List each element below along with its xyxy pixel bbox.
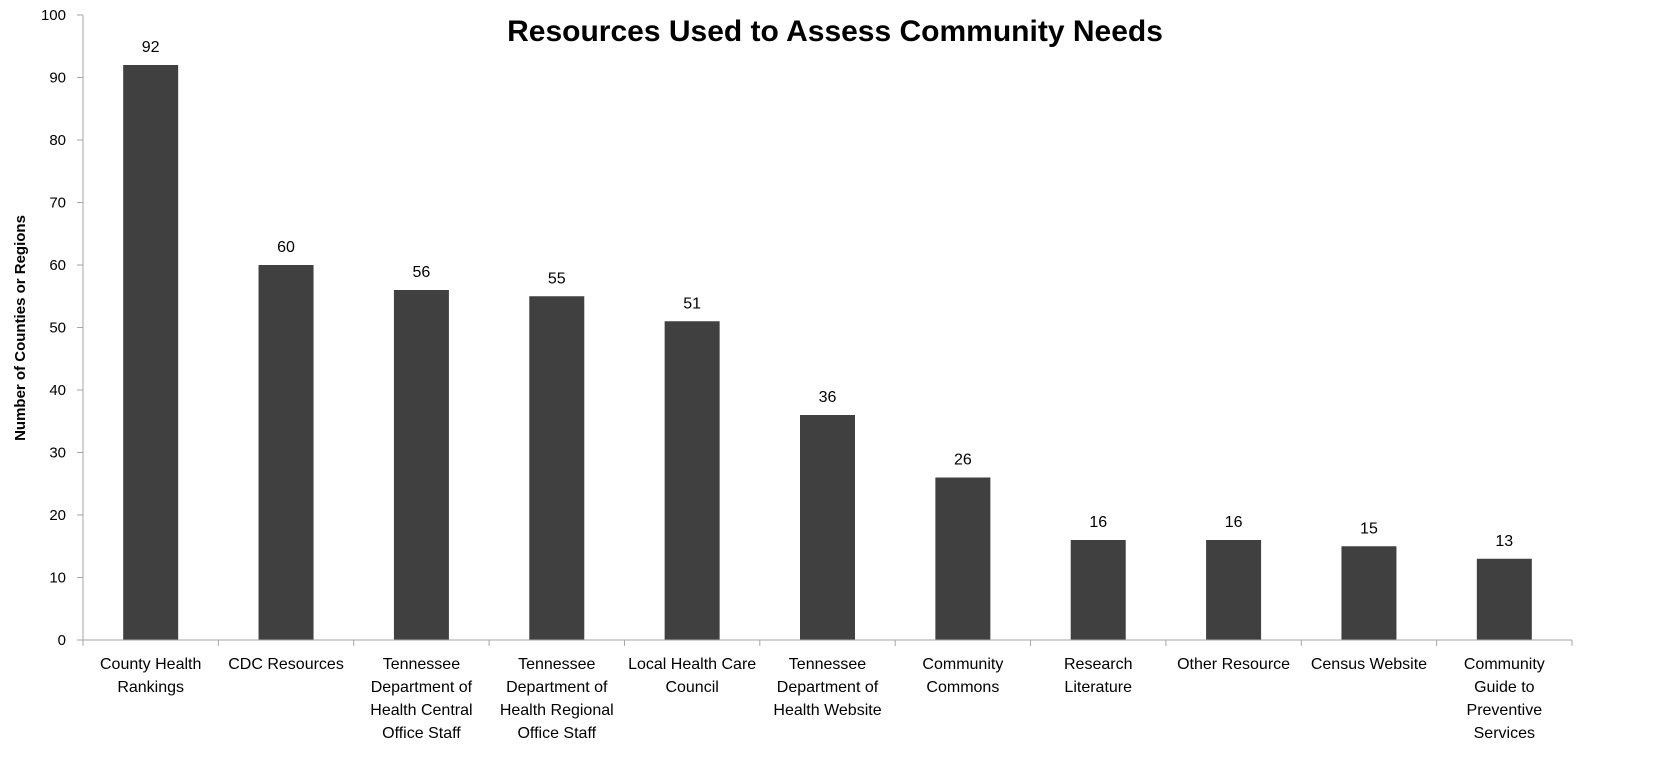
y-tick-label: 100	[41, 7, 66, 24]
bar	[394, 290, 449, 640]
y-tick-label: 40	[49, 382, 66, 399]
bar	[1477, 559, 1532, 640]
bar	[123, 65, 178, 640]
y-axis-title: Number of Counties or Regions	[12, 215, 29, 441]
data-label: 26	[954, 452, 972, 469]
bar	[800, 415, 855, 640]
x-category-label: CDC Resources	[228, 656, 344, 673]
chart-title: Resources Used to Assess Community Needs	[507, 15, 1163, 48]
x-category-label-line: Commons	[926, 679, 999, 696]
x-category-label-line: Department of	[371, 679, 473, 696]
y-tick-label: 30	[49, 445, 66, 462]
bar	[529, 296, 584, 640]
x-category-label-line: Office Staff	[382, 725, 461, 742]
y-tick-label: 80	[49, 132, 66, 149]
x-category-label-line: Health Regional	[500, 702, 614, 719]
x-category-label-line: Census Website	[1311, 656, 1427, 673]
x-category-label-line: Community	[1464, 656, 1545, 673]
data-label: 36	[819, 389, 837, 406]
x-category-label-line: Community	[922, 656, 1003, 673]
x-category-label-line: Local Health Care	[628, 656, 756, 673]
x-category-label: Research Literature	[1064, 656, 1132, 696]
bar	[259, 265, 314, 640]
data-label: 92	[142, 39, 160, 56]
y-tick-label: 70	[49, 195, 66, 212]
x-category-label: County Health Rankings	[100, 656, 201, 696]
data-label: 16	[1089, 514, 1107, 531]
data-label: 56	[413, 264, 431, 281]
x-category-label-line: Rankings	[117, 679, 184, 696]
x-category-label-line: Other Resource	[1177, 656, 1290, 673]
data-label: 60	[277, 239, 295, 256]
x-category-label-line: Office Staff	[517, 725, 596, 742]
bar	[1206, 540, 1261, 640]
y-tick-label: 10	[49, 570, 66, 587]
x-category-label: Tennessee Department of Health Central Offi…	[370, 656, 472, 742]
x-category-label-line: Guide to	[1474, 679, 1535, 696]
y-tick-label: 0	[58, 632, 66, 649]
x-category-label-line: CDC Resources	[228, 656, 344, 673]
x-category-label-line: Services	[1474, 725, 1535, 742]
x-axis-labels: County Health Rankings CDC Resources Tennes…	[100, 656, 1545, 742]
y-tick-label: 20	[49, 507, 66, 524]
bar	[665, 321, 720, 640]
x-category-label-line: Department of	[777, 679, 879, 696]
bar	[1071, 540, 1126, 640]
x-category-label: Community Commons	[922, 656, 1003, 696]
x-category-label-line: County Health	[100, 656, 201, 673]
bar	[935, 478, 990, 641]
x-category-label-line: Health Central	[370, 702, 472, 719]
bars	[123, 65, 1532, 640]
data-label: 16	[1225, 514, 1243, 531]
x-category-label-line: Literature	[1064, 679, 1132, 696]
y-tick-label: 60	[49, 257, 66, 274]
x-category-label: Census Website	[1311, 656, 1427, 673]
x-category-label: Other Resource	[1177, 656, 1290, 673]
x-category-label-line: Tennessee	[518, 656, 595, 673]
data-label: 15	[1360, 520, 1378, 537]
data-label: 13	[1495, 533, 1513, 550]
data-label: 51	[683, 295, 701, 312]
x-category-label-line: Tennessee	[383, 656, 460, 673]
x-category-label-line: Department of	[506, 679, 608, 696]
data-label: 55	[548, 270, 566, 287]
x-category-label: Tennessee Department of Health Website	[773, 656, 881, 719]
y-tick-label: 50	[49, 320, 66, 337]
x-category-label: Community Guide to Preventive Services	[1464, 656, 1545, 742]
x-category-label: Local Health Care Council	[628, 656, 756, 696]
x-category-label-line: Preventive	[1467, 702, 1543, 719]
y-tick-label: 90	[49, 70, 66, 87]
x-category-label-line: Health Website	[773, 702, 881, 719]
x-category-label-line: Tennessee	[789, 656, 866, 673]
bar	[1341, 546, 1396, 640]
x-category-label-line: Research	[1064, 656, 1132, 673]
x-category-label: Tennessee Department of Health Regional Off…	[500, 656, 614, 742]
y-axis-ticks: 0 10 20 30 40 50 60 70 80 90 100	[41, 7, 83, 649]
x-category-label-line: Council	[665, 679, 718, 696]
